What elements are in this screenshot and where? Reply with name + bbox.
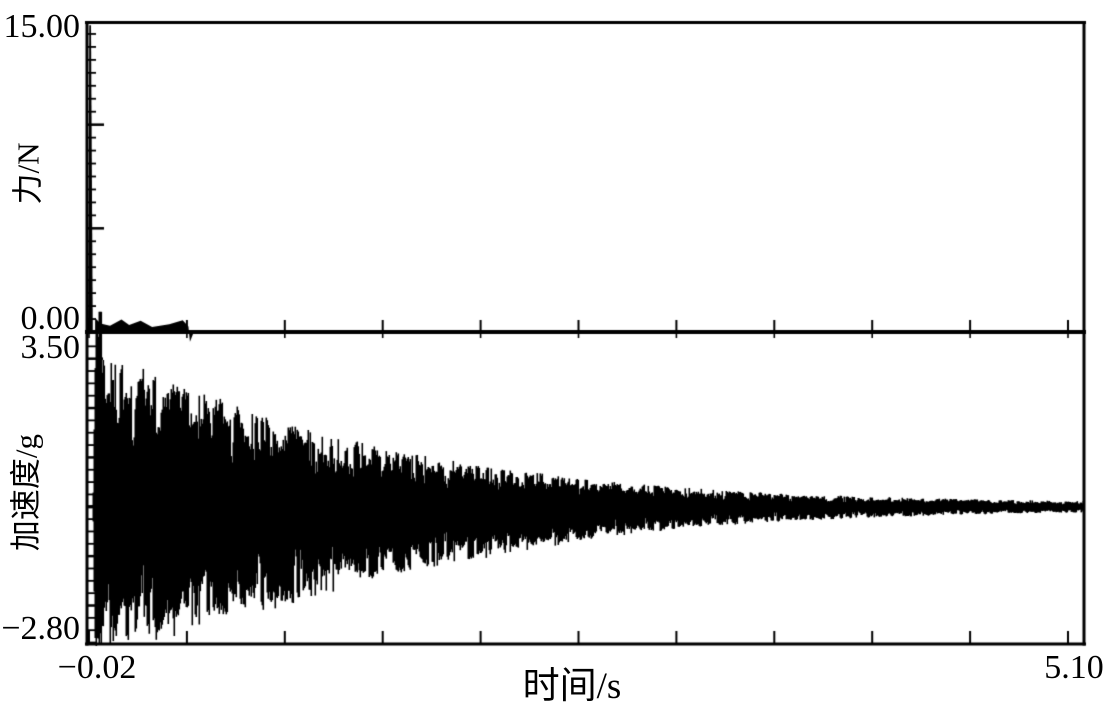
- x-axis-label: 时间/s: [522, 666, 622, 707]
- force-ytick-min: 0.00: [20, 300, 81, 337]
- force-ytick-max: 15.00: [3, 8, 81, 45]
- xtick-max: 5.10: [1044, 649, 1104, 686]
- accel-ytick-max: 3.50: [20, 329, 81, 366]
- accel-y-axis-label: 加速度/g: [8, 433, 44, 552]
- force-y-axis-label: 力/N: [10, 142, 46, 205]
- xtick-min: −0.02: [57, 649, 137, 686]
- accel-ytick-min: −2.80: [1, 610, 80, 647]
